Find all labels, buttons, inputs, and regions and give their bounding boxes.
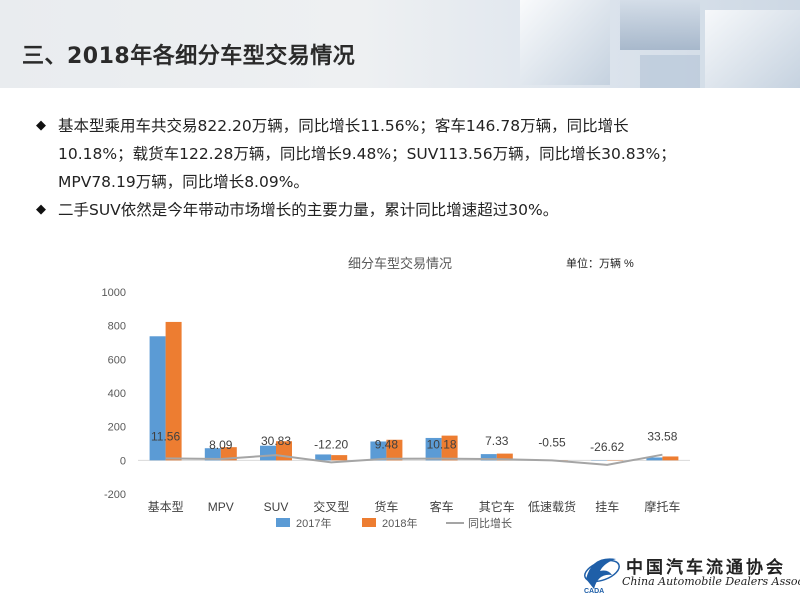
growth-data-label: 33.58 bbox=[647, 430, 677, 444]
x-tick-label: 低速载货 bbox=[528, 499, 576, 514]
bar-2018 bbox=[662, 456, 679, 461]
bar-2018 bbox=[220, 447, 237, 461]
y-tick-label: 1000 bbox=[102, 287, 126, 299]
x-tick-label: 货车 bbox=[374, 499, 398, 514]
bullet-text-line: 二手SUV依然是今年带动市场增长的主要力量，累计同比增速超过30%。 bbox=[58, 201, 559, 219]
bullet-text-line: 10.18%；载货车122.28万辆，同比增长9.48%；SUV113.56万辆… bbox=[58, 145, 676, 163]
bullet-item-2: ◆ 二手SUV依然是今年带动市场增长的主要力量，累计同比增速超过30%。 bbox=[36, 196, 776, 224]
bullet-item-1: ◆ 基本型乘用车共交易822.20万辆，同比增长11.56%；客车146.78万… bbox=[36, 112, 776, 196]
x-tick-label: 基本型 bbox=[148, 500, 184, 514]
cada-emblem-icon: CADA bbox=[584, 558, 620, 595]
bar-2017 bbox=[204, 448, 221, 461]
bar-2018 bbox=[496, 453, 513, 461]
logo-cn-name: 中国汽车流通协会 bbox=[626, 558, 786, 578]
growth-data-label: 8.09 bbox=[209, 438, 233, 452]
legend-label: 同比增长 bbox=[468, 516, 512, 530]
x-tick-label: MPV bbox=[208, 500, 234, 514]
x-tick-label: 挂车 bbox=[595, 499, 619, 514]
bullet-text-line: 基本型乘用车共交易822.20万辆，同比增长11.56%；客车146.78万辆，… bbox=[58, 117, 629, 135]
x-tick-label: 摩托车 bbox=[644, 499, 680, 514]
bar-2017 bbox=[149, 336, 166, 461]
decorative-cubes bbox=[520, 0, 800, 88]
y-tick-label: -200 bbox=[104, 489, 126, 501]
legend-label: 2017年 bbox=[296, 516, 331, 530]
page-header: 三、2018年各细分车型交易情况 bbox=[0, 0, 800, 88]
y-tick-label: 600 bbox=[108, 354, 126, 366]
unit-label: 单位：万辆 % bbox=[566, 256, 634, 270]
growth-data-label: 10.18 bbox=[427, 438, 457, 452]
y-tick-label: 400 bbox=[108, 388, 126, 400]
growth-data-label: 30.83 bbox=[261, 434, 291, 448]
bar-2018 bbox=[331, 455, 348, 461]
cada-logo: CADA 中国汽车流通协会 China Automobile Dealers A… bbox=[578, 547, 800, 597]
chart-svg: 细分车型交易情况 单位：万辆 % -200 0 200 400 600 800 1000 基本型 M… bbox=[102, 256, 690, 530]
legend-swatch bbox=[276, 518, 290, 527]
bar-2017 bbox=[315, 454, 332, 461]
growth-data-label: 7.33 bbox=[485, 434, 509, 448]
diamond-bullet-icon: ◆ bbox=[36, 202, 46, 217]
x-tick-label: 交叉型 bbox=[313, 499, 349, 514]
bar-2017 bbox=[480, 454, 497, 461]
growth-data-label: 11.56 bbox=[151, 429, 180, 443]
legend-label: 2018年 bbox=[382, 516, 417, 530]
growth-line bbox=[165, 453, 663, 466]
diamond-bullet-icon: ◆ bbox=[36, 118, 46, 133]
chart-title: 细分车型交易情况 bbox=[348, 256, 452, 271]
page-title: 三、2018年各细分车型交易情况 bbox=[22, 44, 356, 69]
bar-2018 bbox=[386, 439, 403, 461]
bar-2017 bbox=[370, 441, 387, 461]
growth-data-label: -26.62 bbox=[590, 440, 624, 454]
logo-mark-text: CADA bbox=[584, 588, 604, 595]
bullet-text-line: MPV78.19万辆，同比增长8.09%。 bbox=[58, 173, 309, 191]
x-tick-label: 客车 bbox=[430, 499, 454, 514]
logo-en-name: China Automobile Dealers Association bbox=[622, 575, 800, 588]
bar-2017 bbox=[425, 437, 442, 461]
bar-2018 bbox=[441, 435, 458, 461]
y-tick-label: 0 bbox=[120, 455, 126, 467]
bar-2018 bbox=[165, 321, 182, 461]
y-tick-label: 800 bbox=[108, 321, 126, 333]
segment-trade-chart: 细分车型交易情况 单位：万辆 % -200 0 200 400 600 800 1000 基本型 M… bbox=[80, 248, 720, 538]
legend-swatch bbox=[362, 518, 376, 527]
growth-data-label: 9.48 bbox=[375, 438, 399, 452]
y-tick-label: 200 bbox=[108, 422, 126, 434]
bar-2017 bbox=[646, 457, 663, 461]
growth-data-label: -12.20 bbox=[314, 437, 348, 451]
x-tick-label: 其它车 bbox=[479, 499, 515, 514]
growth-data-label: -0.55 bbox=[538, 435, 566, 449]
bullet-list: ◆ 基本型乘用车共交易822.20万辆，同比增长11.56%；客车146.78万… bbox=[36, 112, 776, 224]
x-tick-label: SUV bbox=[264, 500, 289, 514]
